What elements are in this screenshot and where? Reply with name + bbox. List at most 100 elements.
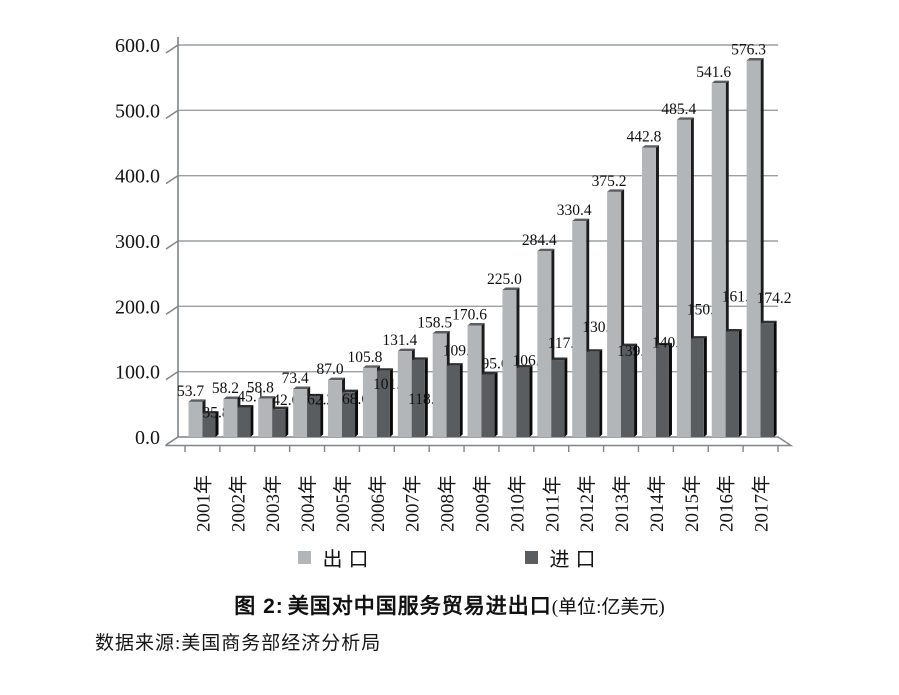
export-bar-2004-top bbox=[293, 386, 311, 390]
import-bar-2014 bbox=[655, 345, 669, 437]
import-bar-2017-side bbox=[773, 320, 777, 437]
import-bar-2014-side bbox=[668, 342, 672, 437]
import-bar-2008 bbox=[446, 365, 460, 437]
export-value-label-2010: 225.0 bbox=[487, 271, 522, 288]
import-bar-2012-top bbox=[586, 349, 603, 352]
import-bar-2013-top bbox=[621, 343, 638, 347]
import-value-label-2001: 35.8 bbox=[202, 405, 229, 422]
import-bar-2009-side bbox=[494, 372, 498, 437]
export-value-label-2015: 485.4 bbox=[661, 101, 696, 118]
export-bar-2002 bbox=[223, 398, 238, 437]
export-bar-2017-top bbox=[746, 57, 764, 61]
export-bar-2012-top bbox=[572, 218, 590, 222]
import-swatch bbox=[524, 551, 538, 564]
export-bar-2013-top bbox=[607, 189, 625, 192]
import-bar-2010-side bbox=[529, 365, 533, 437]
export-value-label-2017: 576.3 bbox=[731, 41, 766, 58]
y-axis-tick-label: 0.0 bbox=[135, 427, 160, 449]
import-bar-2003-side bbox=[285, 406, 289, 437]
import-bar-2016-top bbox=[725, 329, 742, 332]
export-value-label-2004: 73.4 bbox=[282, 370, 309, 387]
export-value-label-2002: 58.2 bbox=[212, 380, 239, 397]
export-bar-2010-top bbox=[502, 287, 520, 290]
export-bar-2017 bbox=[746, 60, 761, 437]
y-axis-tick-label: 600.0 bbox=[115, 35, 160, 57]
x-axis-label-2008: 2008年 bbox=[437, 475, 459, 532]
import-value-label-2003: 42.6 bbox=[272, 392, 299, 409]
export-bar-2007-top bbox=[397, 348, 415, 352]
import-bar-2006 bbox=[376, 370, 390, 437]
import-bar-2004 bbox=[307, 396, 321, 437]
x-axis-label-2005: 2005年 bbox=[332, 475, 354, 532]
import-bar-2008-top bbox=[446, 363, 463, 366]
export-value-label-2009: 170.6 bbox=[452, 307, 487, 324]
x-axis-label-2007: 2007年 bbox=[402, 475, 424, 532]
export-bar-2003 bbox=[258, 398, 273, 437]
export-bar-2004 bbox=[293, 389, 308, 437]
import-bar-2015-top bbox=[690, 336, 707, 339]
import-bar-2002-side bbox=[250, 405, 254, 437]
import-value-label-2009: 95.6 bbox=[481, 356, 508, 373]
import-bar-2001-side bbox=[215, 411, 219, 437]
import-bar-2015-side bbox=[703, 336, 707, 437]
import-legend-label: 进口 bbox=[549, 549, 602, 571]
caption-number: 图 2: bbox=[234, 595, 284, 618]
y-axis-tick bbox=[165, 109, 179, 119]
import-bar-2005-side bbox=[355, 389, 359, 437]
y-axis-tick bbox=[165, 371, 179, 381]
export-value-label-2016: 541.6 bbox=[696, 64, 731, 81]
data-source-note: 数据来源:美国商务部经济分析局 bbox=[95, 633, 382, 654]
import-bar-2008-side bbox=[459, 363, 463, 437]
export-bar-2005-top bbox=[328, 377, 346, 381]
import-bar-2009-top bbox=[481, 372, 498, 375]
export-bar-2009 bbox=[467, 325, 482, 437]
export-bar-2007 bbox=[397, 351, 412, 437]
export-bar-2001-top bbox=[188, 399, 206, 402]
export-bar-2006 bbox=[362, 367, 377, 437]
import-bar-2011-top bbox=[551, 357, 568, 361]
import-bar-2010-top bbox=[516, 365, 533, 368]
import-bar-2003-top bbox=[272, 406, 289, 410]
import-bar-2006-side bbox=[389, 368, 393, 437]
import-bar-2007 bbox=[411, 359, 425, 437]
import-bar-2016 bbox=[725, 331, 739, 437]
export-bar-2016 bbox=[711, 83, 726, 437]
legend-item-import: 进口 bbox=[524, 543, 602, 572]
export-bar-2014-top bbox=[641, 145, 659, 148]
export-bar-2009-top bbox=[467, 323, 485, 326]
import-bar-2007-side bbox=[424, 357, 428, 437]
import-value-label-2002: 45.1 bbox=[237, 389, 264, 406]
export-bar-2015 bbox=[676, 119, 691, 437]
export-bar-2015-top bbox=[676, 117, 694, 120]
x-axis-label-2016: 2016年 bbox=[716, 475, 738, 532]
x-axis-label-2012: 2012年 bbox=[576, 475, 598, 532]
x-axis-label-2013: 2013年 bbox=[611, 475, 633, 532]
import-bar-2011-side bbox=[564, 357, 568, 437]
x-axis-label-2010: 2010年 bbox=[506, 475, 528, 532]
x-axis-label-2009: 2009年 bbox=[472, 475, 494, 532]
chart-legend: 出口 进口 bbox=[0, 543, 899, 572]
import-bar-2002-top bbox=[237, 405, 254, 408]
import-bar-2004-top bbox=[307, 393, 324, 397]
x-axis-label-2003: 2003年 bbox=[262, 475, 284, 532]
import-bar-2009 bbox=[481, 374, 495, 437]
export-swatch bbox=[297, 551, 311, 564]
y-axis-tick bbox=[165, 240, 179, 250]
caption-unit: (单位:亿美元) bbox=[551, 597, 665, 618]
import-value-label-2017: 174.2 bbox=[757, 290, 792, 307]
export-bar-2001 bbox=[188, 401, 203, 437]
export-bar-2011 bbox=[537, 251, 552, 437]
x-axis-label-2004: 2004年 bbox=[297, 475, 319, 532]
import-bar-2010 bbox=[516, 367, 530, 437]
import-bar-2006-top bbox=[376, 368, 393, 371]
export-value-label-2001: 53.7 bbox=[177, 383, 204, 400]
import-bar-2005-top bbox=[342, 389, 359, 393]
x-axis-label-2006: 2006年 bbox=[367, 475, 389, 532]
export-bar-2005 bbox=[328, 380, 343, 437]
export-value-label-2006: 105.8 bbox=[347, 349, 382, 366]
export-bar-2013 bbox=[607, 191, 622, 437]
y-axis-tick-label: 200.0 bbox=[115, 296, 160, 318]
import-bar-2005 bbox=[342, 392, 356, 437]
y-axis-tick bbox=[165, 305, 179, 315]
